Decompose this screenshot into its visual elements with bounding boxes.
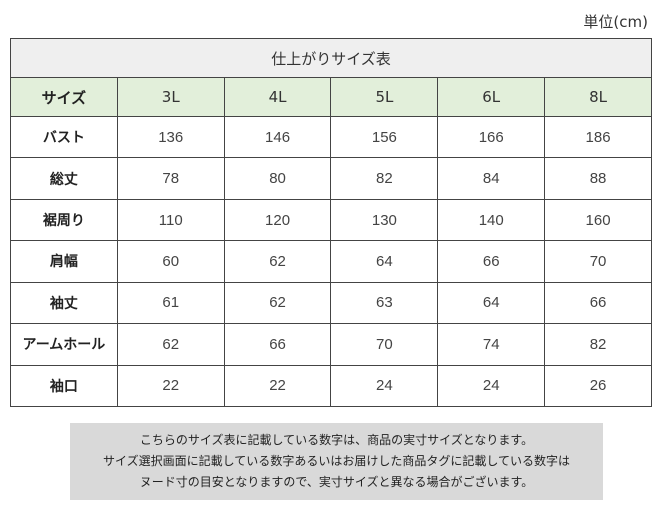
table-cell: 24 xyxy=(330,364,439,408)
note-line: こちらのサイズ表に記載している数字は、商品の実寸サイズとなります。 xyxy=(139,433,534,447)
table-cell: 74 xyxy=(437,323,546,366)
row-label: 袖口 xyxy=(10,364,118,408)
table-cell: 22 xyxy=(223,364,332,408)
table-cell: 64 xyxy=(437,281,546,325)
size-column-header: 3L xyxy=(116,77,225,117)
table-cell: 156 xyxy=(330,115,439,159)
row-label: アームホール xyxy=(10,323,118,366)
unit-label: 単位(cm) xyxy=(583,13,648,31)
table-cell: 64 xyxy=(330,240,439,283)
table-cell: 26 xyxy=(544,364,652,408)
table-cell: 66 xyxy=(544,281,652,325)
table-row: バスト 136 146 156 166 186 xyxy=(10,115,652,159)
table-cell: 62 xyxy=(116,323,225,366)
size-note-box: こちらのサイズ表に記載している数字は、商品の実寸サイズとなります。 サイズ選択画… xyxy=(70,423,603,500)
row-label: 袖丈 xyxy=(10,281,118,325)
size-column-header: 4L xyxy=(223,77,332,117)
table-row: 袖口 22 22 24 24 26 xyxy=(10,364,652,408)
table-cell: 66 xyxy=(437,240,546,283)
table-cell: 60 xyxy=(116,240,225,283)
table-cell: 70 xyxy=(544,240,652,283)
size-column-header: 5L xyxy=(330,77,439,117)
table-cell: 84 xyxy=(437,157,546,200)
table-cell: 80 xyxy=(223,157,332,200)
row-label: 肩幅 xyxy=(10,240,118,283)
table-cell: 70 xyxy=(330,323,439,366)
size-chart-table: 仕上がりサイズ表 サイズ 3L 4L 5L 6L 8L バスト 136 146 … xyxy=(10,38,652,408)
table-cell: 160 xyxy=(544,198,652,242)
table-row: アームホール 62 66 70 74 82 xyxy=(10,323,652,366)
table-cell: 82 xyxy=(330,157,439,200)
table-cell: 82 xyxy=(544,323,652,366)
table-title: 仕上がりサイズ表 xyxy=(10,38,652,78)
row-label: バスト xyxy=(10,115,118,159)
table-row: 肩幅 60 62 64 66 70 xyxy=(10,240,652,283)
table-cell: 120 xyxy=(223,198,332,242)
table-row: 袖丈 61 62 63 64 66 xyxy=(10,281,652,325)
note-line: サイズ選択画面に記載している数字あるいはお届けした商品タグに記載している数字は xyxy=(103,454,570,468)
table-cell: 22 xyxy=(116,364,225,408)
note-line: ヌード寸の目安となりますので、実寸サイズと異なる場合がございます。 xyxy=(139,475,534,489)
table-cell: 136 xyxy=(116,115,225,159)
table-row: 裾周り 110 120 130 140 160 xyxy=(10,198,652,242)
table-cell: 140 xyxy=(437,198,546,242)
table-row: 総丈 78 80 82 84 88 xyxy=(10,157,652,200)
table-cell: 78 xyxy=(116,157,225,200)
table-cell: 110 xyxy=(116,198,225,242)
table-cell: 88 xyxy=(544,157,652,200)
size-header-label: サイズ xyxy=(10,77,118,117)
table-cell: 146 xyxy=(223,115,332,159)
table-cell: 130 xyxy=(330,198,439,242)
table-cell: 63 xyxy=(330,281,439,325)
table-cell: 62 xyxy=(223,281,332,325)
row-label: 裾周り xyxy=(10,198,118,242)
size-header-row: サイズ 3L 4L 5L 6L 8L xyxy=(10,77,652,117)
table-cell: 186 xyxy=(544,115,652,159)
table-cell: 166 xyxy=(437,115,546,159)
table-cell: 61 xyxy=(116,281,225,325)
table-cell: 24 xyxy=(437,364,546,408)
size-column-header: 8L xyxy=(544,77,652,117)
row-label: 総丈 xyxy=(10,157,118,200)
table-cell: 66 xyxy=(223,323,332,366)
size-column-header: 6L xyxy=(437,77,546,117)
table-cell: 62 xyxy=(223,240,332,283)
